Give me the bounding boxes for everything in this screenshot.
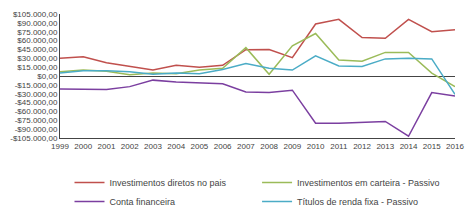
svg-text:2009: 2009: [283, 142, 301, 151]
svg-text:$30.000,00: $30.000,00: [17, 54, 58, 63]
svg-text:2003: 2003: [144, 142, 162, 151]
svg-text:-$30.000,00: -$30.000,00: [15, 90, 58, 99]
svg-text:$60.000,00: $60.000,00: [17, 36, 58, 45]
svg-text:Investimentos em carteira - Pa: Investimentos em carteira - Passivo: [297, 178, 440, 188]
svg-text:2008: 2008: [260, 142, 278, 151]
svg-text:2007: 2007: [237, 142, 255, 151]
svg-text:2014: 2014: [400, 142, 418, 151]
svg-text:Títulos de renda fixa - Passiv: Títulos de renda fixa - Passivo: [297, 197, 418, 207]
svg-text:2000: 2000: [74, 142, 92, 151]
svg-text:$45.000,00: $45.000,00: [17, 45, 58, 54]
svg-text:$105.000,00: $105.000,00: [13, 10, 58, 19]
svg-text:-$60.000,00: -$60.000,00: [15, 107, 58, 116]
svg-text:2015: 2015: [423, 142, 441, 151]
svg-text:-$90.000,00: -$90.000,00: [15, 125, 58, 134]
svg-text:2006: 2006: [214, 142, 232, 151]
svg-text:Conta financeira: Conta financeira: [110, 197, 176, 207]
svg-text:-$75.000,00: -$75.000,00: [15, 116, 58, 125]
svg-text:2012: 2012: [353, 142, 371, 151]
svg-text:Investimentos diretos no pais: Investimentos diretos no pais: [110, 178, 227, 188]
svg-text:2002: 2002: [121, 142, 139, 151]
svg-text:$0,00: $0,00: [37, 72, 58, 81]
svg-text:-$45.000,00: -$45.000,00: [15, 98, 58, 107]
svg-text:2016: 2016: [446, 142, 464, 151]
svg-text:$90.000,00: $90.000,00: [17, 19, 58, 28]
svg-text:2005: 2005: [191, 142, 209, 151]
svg-text:-$15.000,00: -$15.000,00: [15, 81, 58, 90]
svg-text:2001: 2001: [98, 142, 116, 151]
svg-text:2013: 2013: [376, 142, 394, 151]
svg-text:2004: 2004: [167, 142, 185, 151]
svg-text:2011: 2011: [330, 142, 348, 151]
svg-text:$75.000,00: $75.000,00: [17, 28, 58, 37]
svg-text:2010: 2010: [307, 142, 325, 151]
svg-text:-$105.000,00: -$105.000,00: [10, 134, 58, 143]
svg-text:$15.000,00: $15.000,00: [17, 63, 58, 72]
svg-text:1999: 1999: [51, 142, 69, 151]
